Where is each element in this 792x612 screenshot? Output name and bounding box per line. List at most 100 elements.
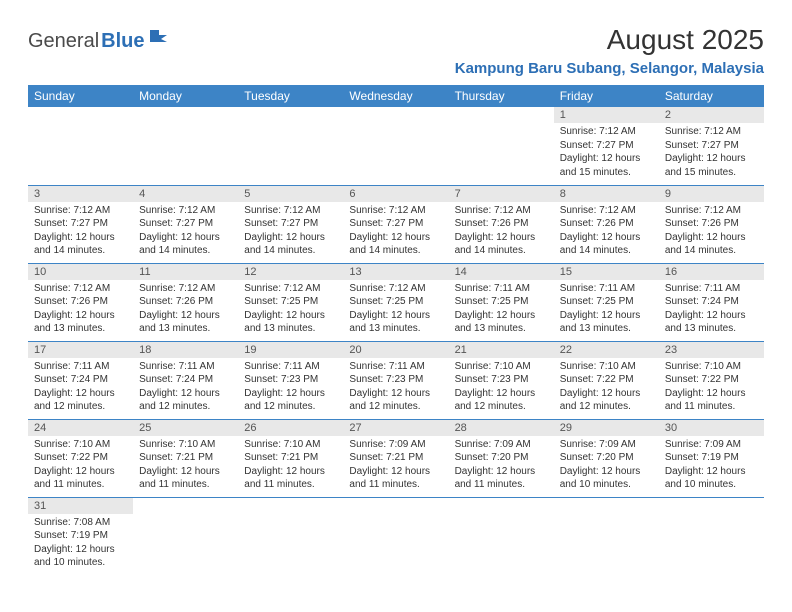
calendar-cell: 31Sunrise: 7:08 AMSunset: 7:19 PMDayligh… xyxy=(28,497,133,575)
day-content: Sunrise: 7:12 AMSunset: 7:25 PMDaylight:… xyxy=(238,280,343,338)
location: Kampung Baru Subang, Selangor, Malaysia xyxy=(455,60,764,77)
calendar-cell xyxy=(133,497,238,575)
calendar-cell: 1Sunrise: 7:12 AMSunset: 7:27 PMDaylight… xyxy=(554,107,659,185)
calendar-cell: 24Sunrise: 7:10 AMSunset: 7:22 PMDayligh… xyxy=(28,419,133,497)
calendar-row: 10Sunrise: 7:12 AMSunset: 7:26 PMDayligh… xyxy=(28,263,764,341)
calendar-cell: 3Sunrise: 7:12 AMSunset: 7:27 PMDaylight… xyxy=(28,185,133,263)
day-content: Sunrise: 7:12 AMSunset: 7:26 PMDaylight:… xyxy=(554,202,659,260)
day-number: 2 xyxy=(659,107,764,123)
calendar-cell xyxy=(343,497,448,575)
calendar-cell: 14Sunrise: 7:11 AMSunset: 7:25 PMDayligh… xyxy=(449,263,554,341)
day-number: 19 xyxy=(238,342,343,358)
calendar-cell: 9Sunrise: 7:12 AMSunset: 7:26 PMDaylight… xyxy=(659,185,764,263)
weekday-header: Friday xyxy=(554,85,659,107)
day-content: Sunrise: 7:12 AMSunset: 7:26 PMDaylight:… xyxy=(133,280,238,338)
calendar-cell xyxy=(659,497,764,575)
calendar-table: SundayMondayTuesdayWednesdayThursdayFrid… xyxy=(28,85,764,575)
calendar-cell: 12Sunrise: 7:12 AMSunset: 7:25 PMDayligh… xyxy=(238,263,343,341)
calendar-row: 31Sunrise: 7:08 AMSunset: 7:19 PMDayligh… xyxy=(28,497,764,575)
day-number: 31 xyxy=(28,498,133,514)
day-number: 8 xyxy=(554,186,659,202)
day-number: 7 xyxy=(449,186,554,202)
day-number: 18 xyxy=(133,342,238,358)
calendar-cell: 10Sunrise: 7:12 AMSunset: 7:26 PMDayligh… xyxy=(28,263,133,341)
calendar-cell xyxy=(133,107,238,185)
day-content: Sunrise: 7:09 AMSunset: 7:19 PMDaylight:… xyxy=(659,436,764,494)
calendar-cell xyxy=(28,107,133,185)
calendar-cell: 26Sunrise: 7:10 AMSunset: 7:21 PMDayligh… xyxy=(238,419,343,497)
day-content: Sunrise: 7:10 AMSunset: 7:22 PMDaylight:… xyxy=(554,358,659,416)
calendar-cell: 18Sunrise: 7:11 AMSunset: 7:24 PMDayligh… xyxy=(133,341,238,419)
day-number: 5 xyxy=(238,186,343,202)
day-number: 29 xyxy=(554,420,659,436)
day-content: Sunrise: 7:08 AMSunset: 7:19 PMDaylight:… xyxy=(28,514,133,572)
calendar-cell xyxy=(238,497,343,575)
calendar-cell: 30Sunrise: 7:09 AMSunset: 7:19 PMDayligh… xyxy=(659,419,764,497)
day-number: 11 xyxy=(133,264,238,280)
day-content: Sunrise: 7:10 AMSunset: 7:21 PMDaylight:… xyxy=(238,436,343,494)
calendar-cell: 21Sunrise: 7:10 AMSunset: 7:23 PMDayligh… xyxy=(449,341,554,419)
calendar-row: 3Sunrise: 7:12 AMSunset: 7:27 PMDaylight… xyxy=(28,185,764,263)
day-number: 27 xyxy=(343,420,448,436)
day-content: Sunrise: 7:11 AMSunset: 7:23 PMDaylight:… xyxy=(238,358,343,416)
calendar-cell xyxy=(554,497,659,575)
day-content: Sunrise: 7:12 AMSunset: 7:27 PMDaylight:… xyxy=(343,202,448,260)
calendar-cell: 19Sunrise: 7:11 AMSunset: 7:23 PMDayligh… xyxy=(238,341,343,419)
calendar-cell: 22Sunrise: 7:10 AMSunset: 7:22 PMDayligh… xyxy=(554,341,659,419)
calendar-cell: 11Sunrise: 7:12 AMSunset: 7:26 PMDayligh… xyxy=(133,263,238,341)
day-content: Sunrise: 7:11 AMSunset: 7:24 PMDaylight:… xyxy=(28,358,133,416)
calendar-row: 24Sunrise: 7:10 AMSunset: 7:22 PMDayligh… xyxy=(28,419,764,497)
day-content: Sunrise: 7:11 AMSunset: 7:25 PMDaylight:… xyxy=(554,280,659,338)
day-content: Sunrise: 7:12 AMSunset: 7:27 PMDaylight:… xyxy=(238,202,343,260)
day-number: 26 xyxy=(238,420,343,436)
calendar-cell: 20Sunrise: 7:11 AMSunset: 7:23 PMDayligh… xyxy=(343,341,448,419)
day-number: 4 xyxy=(133,186,238,202)
day-number: 16 xyxy=(659,264,764,280)
day-number: 21 xyxy=(449,342,554,358)
weekday-header: Tuesday xyxy=(238,85,343,107)
flag-icon xyxy=(149,29,169,48)
day-content: Sunrise: 7:09 AMSunset: 7:21 PMDaylight:… xyxy=(343,436,448,494)
day-content: Sunrise: 7:10 AMSunset: 7:23 PMDaylight:… xyxy=(449,358,554,416)
day-number: 6 xyxy=(343,186,448,202)
day-content: Sunrise: 7:11 AMSunset: 7:24 PMDaylight:… xyxy=(133,358,238,416)
calendar-cell xyxy=(449,107,554,185)
weekday-header: Thursday xyxy=(449,85,554,107)
calendar-cell: 5Sunrise: 7:12 AMSunset: 7:27 PMDaylight… xyxy=(238,185,343,263)
calendar-cell: 28Sunrise: 7:09 AMSunset: 7:20 PMDayligh… xyxy=(449,419,554,497)
calendar-cell: 6Sunrise: 7:12 AMSunset: 7:27 PMDaylight… xyxy=(343,185,448,263)
title-block: August 2025 Kampung Baru Subang, Selango… xyxy=(455,24,764,77)
calendar-cell: 2Sunrise: 7:12 AMSunset: 7:27 PMDaylight… xyxy=(659,107,764,185)
calendar-cell: 13Sunrise: 7:12 AMSunset: 7:25 PMDayligh… xyxy=(343,263,448,341)
calendar-cell: 15Sunrise: 7:11 AMSunset: 7:25 PMDayligh… xyxy=(554,263,659,341)
calendar-cell: 17Sunrise: 7:11 AMSunset: 7:24 PMDayligh… xyxy=(28,341,133,419)
day-content: Sunrise: 7:12 AMSunset: 7:25 PMDaylight:… xyxy=(343,280,448,338)
calendar-cell: 4Sunrise: 7:12 AMSunset: 7:27 PMDaylight… xyxy=(133,185,238,263)
logo: General Blue xyxy=(28,30,169,53)
day-content: Sunrise: 7:10 AMSunset: 7:22 PMDaylight:… xyxy=(28,436,133,494)
day-number: 9 xyxy=(659,186,764,202)
calendar-cell: 7Sunrise: 7:12 AMSunset: 7:26 PMDaylight… xyxy=(449,185,554,263)
calendar-row: 17Sunrise: 7:11 AMSunset: 7:24 PMDayligh… xyxy=(28,341,764,419)
day-content: Sunrise: 7:12 AMSunset: 7:26 PMDaylight:… xyxy=(449,202,554,260)
day-content: Sunrise: 7:11 AMSunset: 7:24 PMDaylight:… xyxy=(659,280,764,338)
day-content: Sunrise: 7:10 AMSunset: 7:22 PMDaylight:… xyxy=(659,358,764,416)
day-number: 28 xyxy=(449,420,554,436)
day-number: 14 xyxy=(449,264,554,280)
calendar-cell: 27Sunrise: 7:09 AMSunset: 7:21 PMDayligh… xyxy=(343,419,448,497)
calendar-row: 1Sunrise: 7:12 AMSunset: 7:27 PMDaylight… xyxy=(28,107,764,185)
calendar-cell xyxy=(343,107,448,185)
day-content: Sunrise: 7:09 AMSunset: 7:20 PMDaylight:… xyxy=(554,436,659,494)
logo-general: General xyxy=(28,30,99,53)
day-content: Sunrise: 7:12 AMSunset: 7:27 PMDaylight:… xyxy=(28,202,133,260)
header: General Blue August 2025 Kampung Baru Su… xyxy=(28,24,764,77)
day-content: Sunrise: 7:12 AMSunset: 7:26 PMDaylight:… xyxy=(28,280,133,338)
day-number: 1 xyxy=(554,107,659,123)
day-content: Sunrise: 7:12 AMSunset: 7:27 PMDaylight:… xyxy=(554,123,659,181)
day-number: 15 xyxy=(554,264,659,280)
weekday-header-row: SundayMondayTuesdayWednesdayThursdayFrid… xyxy=(28,85,764,107)
day-content: Sunrise: 7:11 AMSunset: 7:23 PMDaylight:… xyxy=(343,358,448,416)
day-number: 3 xyxy=(28,186,133,202)
calendar-cell: 8Sunrise: 7:12 AMSunset: 7:26 PMDaylight… xyxy=(554,185,659,263)
day-content: Sunrise: 7:12 AMSunset: 7:26 PMDaylight:… xyxy=(659,202,764,260)
